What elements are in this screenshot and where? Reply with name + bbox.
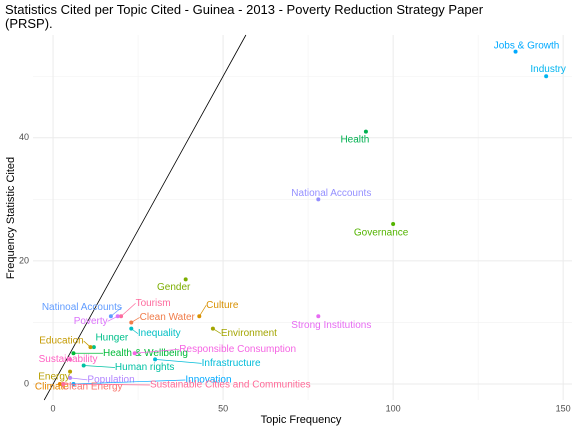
point <box>316 197 321 202</box>
leader-line <box>63 383 150 386</box>
point-label: Gender <box>157 282 191 293</box>
leader-line <box>73 379 186 385</box>
point-label: Clean Water <box>140 312 196 323</box>
point-label: Clean Energy <box>62 382 123 393</box>
point <box>91 345 96 350</box>
point <box>183 277 188 282</box>
leader-line <box>134 348 180 354</box>
point-label: Inequality <box>138 328 181 339</box>
point-label: Health & Wellbeing <box>103 348 188 359</box>
point <box>71 351 76 356</box>
point <box>88 345 93 350</box>
point-label: National Accounts <box>291 188 371 199</box>
point <box>132 351 137 356</box>
point <box>544 74 549 79</box>
point-label: Infrastructure <box>202 358 261 369</box>
point <box>129 320 134 325</box>
leader-line <box>70 377 88 381</box>
leader-line <box>155 359 202 364</box>
x-axis-label: Topic Frequency <box>261 414 342 426</box>
point-label: Sustainability <box>39 354 98 365</box>
y-tick-label: 0 <box>24 378 29 388</box>
point <box>108 314 113 319</box>
point <box>153 357 158 362</box>
point-label: Poverty <box>74 316 108 327</box>
point <box>119 314 124 319</box>
point <box>115 314 120 319</box>
point <box>210 326 215 331</box>
point-label: Industry <box>530 64 566 75</box>
point-label: Strong Institutions <box>291 320 371 331</box>
point-label: Energy <box>38 371 70 382</box>
leader-line <box>83 365 115 368</box>
point-label: Sustainable Cities and Communities <box>150 380 311 391</box>
y-tick-label: 20 <box>19 255 29 265</box>
point-label: Culture <box>206 300 239 311</box>
point <box>513 49 518 54</box>
point-label: Population <box>87 374 134 385</box>
point-label: Jobs & Growth <box>494 40 560 51</box>
point-label: Responsible Consumption <box>179 344 296 355</box>
point <box>129 326 134 331</box>
point-label: Human rights <box>115 362 174 373</box>
point <box>61 381 66 386</box>
point-label: Natinoal Accounts <box>42 302 122 313</box>
point-label: Innovation <box>185 375 231 386</box>
point <box>68 369 73 374</box>
y-axis-label: Frequency Statistic Cited <box>5 157 17 279</box>
leader-line <box>120 303 136 317</box>
point <box>316 314 321 319</box>
chart-title: Statistics Cited per Topic Cited - Guine… <box>5 2 484 31</box>
point <box>81 363 86 368</box>
point-label: Environment <box>221 328 277 339</box>
point <box>57 381 62 386</box>
point <box>68 375 73 380</box>
x-tick-label: 150 <box>556 403 571 413</box>
point-label: Hunger <box>95 333 128 344</box>
point <box>391 221 396 226</box>
leader-line <box>198 305 207 317</box>
point-label: Health <box>340 134 369 145</box>
point <box>68 357 73 362</box>
x-tick-label: 100 <box>386 403 401 413</box>
point-label: Education <box>39 336 83 347</box>
point-label: Governance <box>354 228 409 239</box>
point <box>363 129 368 134</box>
point-label: Climate <box>35 382 69 393</box>
leader-line <box>110 307 123 317</box>
point <box>197 314 202 319</box>
reference-line <box>43 34 247 401</box>
x-tick-label: 0 <box>51 403 56 413</box>
x-tick-label: 50 <box>218 403 228 413</box>
y-tick-label: 40 <box>19 132 29 142</box>
point-label: Tourism <box>136 298 171 309</box>
